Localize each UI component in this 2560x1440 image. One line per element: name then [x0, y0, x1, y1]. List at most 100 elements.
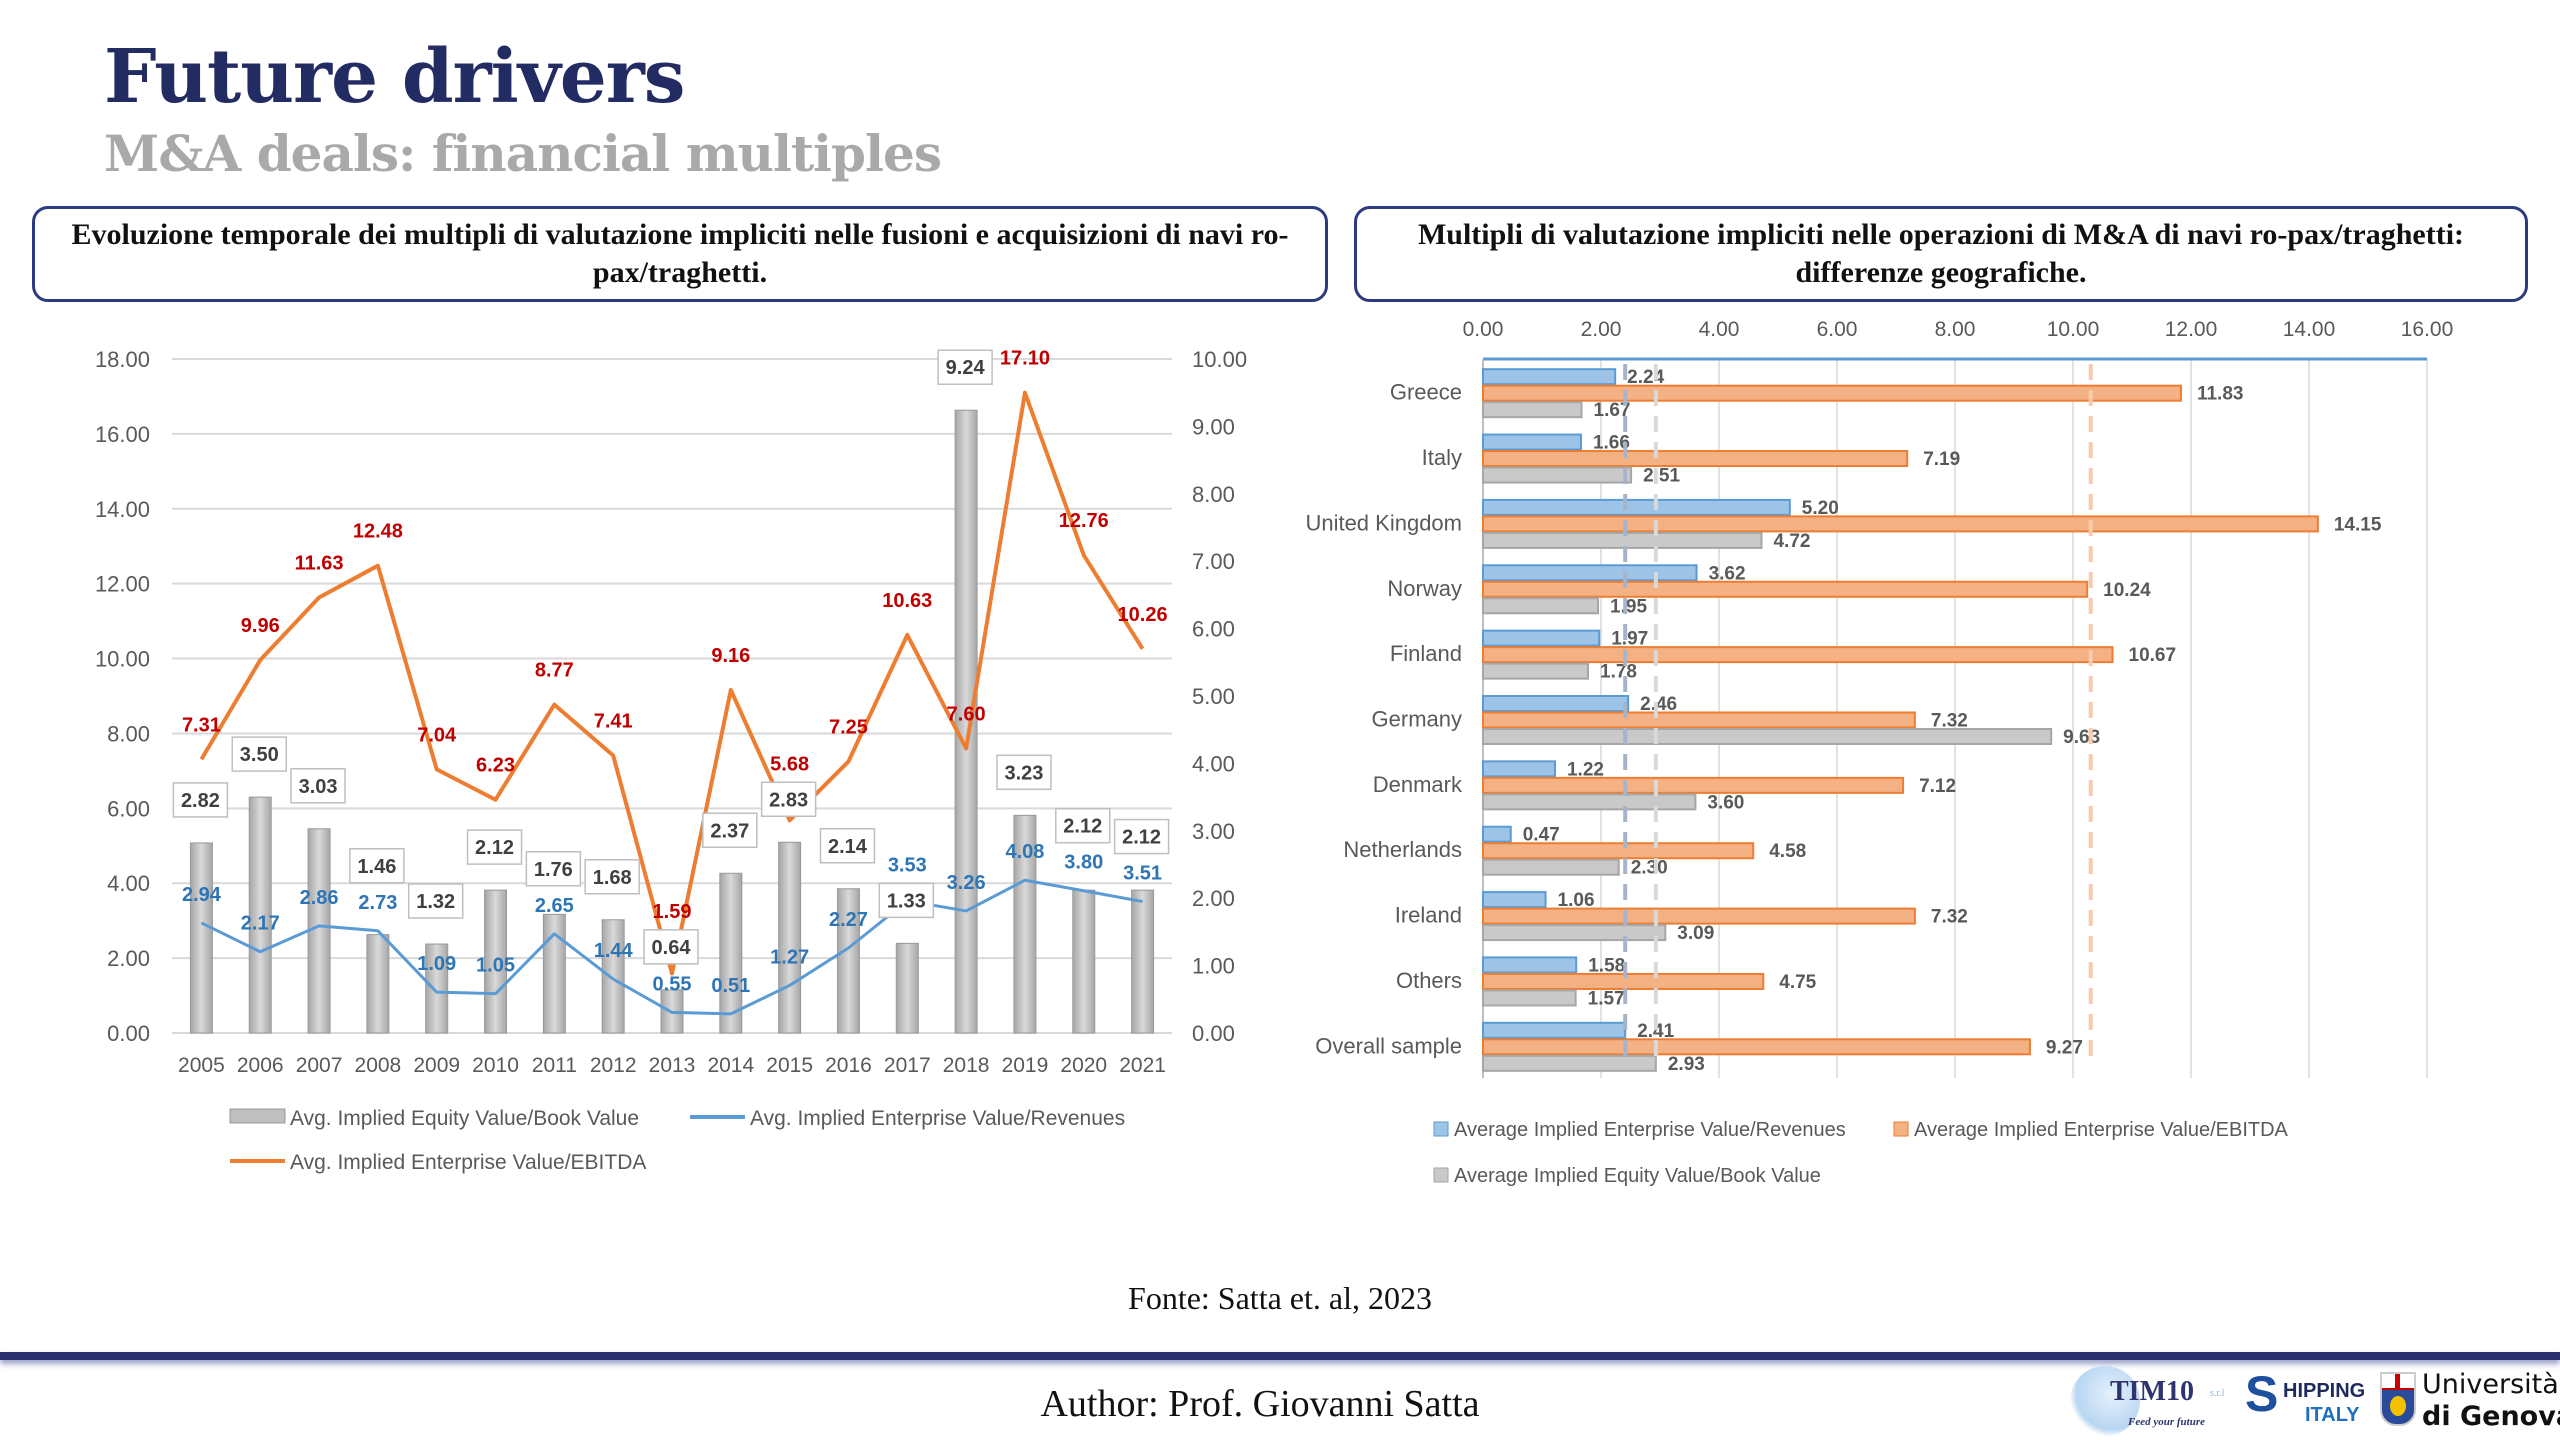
bar-equity-book	[542, 913, 566, 1034]
right-axis-tick: 6.00	[1192, 617, 1235, 642]
bar-equity-book	[954, 409, 978, 1034]
category-label: Denmark	[1373, 772, 1463, 797]
legend-label: Average Implied Enterprise Value/EBITDA	[1914, 1119, 2289, 1141]
data-label-ev-ebitda: 12.76	[1059, 510, 1109, 532]
unige-logo-line2: di Genova	[2422, 1401, 2560, 1432]
data-label-ev-revenues: 2.86	[300, 887, 339, 909]
data-label-callout	[584, 859, 640, 895]
left-axis-tick: 2.00	[107, 946, 150, 971]
data-label: 0.47	[1523, 825, 1560, 846]
x-axis-tick: 2010	[472, 1054, 519, 1077]
data-label-equity-book: 3.50	[240, 744, 279, 766]
data-label-ev-revenues: 2.94	[182, 884, 222, 906]
data-label-ev-ebitda: 5.68	[770, 753, 809, 775]
data-label-ev-ebitda: 7.04	[417, 724, 457, 746]
data-label-callout	[1113, 818, 1170, 855]
bar-equity-book	[1072, 889, 1096, 1034]
data-label: 10.24	[2103, 580, 2151, 601]
bar-equity-book	[1482, 597, 1600, 615]
unige-logo-line1: Università	[2422, 1369, 2559, 1400]
left-chart-title-box: Evoluzione temporale dei multipli di val…	[32, 206, 1328, 302]
data-label-callout	[760, 781, 817, 818]
x-axis-tick: 16.00	[2401, 318, 2454, 341]
data-label: 1.78	[1600, 662, 1637, 683]
data-label-ev-revenues: 2.73	[358, 892, 397, 914]
bar-ev-ebitda	[1482, 1038, 2031, 1056]
left-axis-tick: 6.00	[107, 796, 150, 821]
x-axis-tick: 2021	[1119, 1054, 1166, 1077]
legend-swatch	[1893, 1121, 1909, 1137]
data-label-equity-book: 3.03	[299, 776, 338, 798]
line-ev-ebitda	[199, 390, 1145, 976]
bar-ev-ebitda	[1482, 842, 1755, 860]
bar-ev-revenues	[1482, 695, 1630, 712]
data-label: 7.12	[1919, 776, 1956, 797]
x-axis-tick: 2018	[943, 1054, 990, 1077]
bar-equity-book	[601, 919, 625, 1034]
left-axis-tick: 18.00	[95, 347, 150, 372]
data-label-ev-revenues: 0.51	[711, 975, 750, 997]
data-label: 14.15	[2334, 514, 2382, 535]
category-label: Italy	[1422, 445, 1462, 470]
x-axis-tick: 2011	[532, 1054, 577, 1077]
data-label: 9.63	[2063, 727, 2100, 748]
bar-equity-book	[1482, 662, 1590, 680]
data-label-ev-revenues: 3.53	[888, 854, 927, 876]
data-label-equity-book: 0.64	[652, 937, 692, 959]
bar-equity-book	[425, 943, 449, 1034]
data-label: 4.58	[1769, 841, 1806, 862]
data-label-ev-ebitda: 6.23	[476, 755, 515, 777]
right-axis-tick: 1.00	[1192, 954, 1235, 979]
x-axis-tick: 2020	[1060, 1054, 1107, 1077]
data-label-ev-ebitda: 9.96	[241, 615, 280, 637]
data-label-ev-revenues: 1.09	[417, 953, 456, 975]
data-label-callout	[702, 812, 758, 849]
x-axis-tick: 2005	[178, 1054, 225, 1077]
left-axis-tick: 12.00	[95, 572, 150, 597]
data-label-equity-book: 2.14	[828, 836, 868, 858]
bar-equity-book	[1482, 989, 1577, 1007]
data-label-ev-revenues: 1.27	[770, 946, 809, 968]
bar-equity-book	[366, 934, 390, 1034]
x-axis-tick: 6.00	[1817, 318, 1858, 341]
shipping-logo-italy: ITALY	[2305, 1404, 2360, 1426]
bar-equity-book	[1131, 889, 1155, 1034]
bar-ev-ebitda	[1482, 972, 1765, 990]
left-axis-tick: 0.00	[107, 1021, 150, 1046]
x-axis-tick: 14.00	[2283, 318, 2336, 341]
x-axis-tick: 2012	[590, 1054, 637, 1077]
bar-ev-revenues	[1482, 433, 1582, 451]
geographic-bar-chart: 0.00 2.00 4.00 6.00 8.00 10.00 12.00 14.00 16.00…	[1305, 318, 2454, 1187]
x-axis-tick: 10.00	[2047, 318, 2100, 341]
bar-ev-revenues	[1482, 956, 1578, 974]
category-label: Finland	[1390, 641, 1462, 666]
right-axis-tick: 0.00	[1192, 1021, 1235, 1046]
data-label: 3.60	[1707, 792, 1744, 813]
data-label: 1.67	[1594, 400, 1631, 421]
data-label: 1.22	[1567, 759, 1604, 780]
bar-equity-book	[1482, 858, 1620, 876]
legend-label: Avg. Implied Enterprise Value/EBITDA	[290, 1151, 646, 1174]
right-axis-tick: 5.00	[1192, 684, 1235, 709]
data-label-equity-book: 1.68	[593, 867, 632, 889]
data-label: 9.27	[2046, 1037, 2083, 1058]
bar-ev-ebitda	[1482, 646, 2114, 664]
line-ev-revenues	[200, 878, 1143, 1016]
data-label-callout	[172, 782, 229, 818]
category-label: United Kingdom	[1305, 510, 1462, 535]
bar-ev-revenues	[1482, 498, 1791, 516]
x-axis-tick: 2009	[413, 1054, 460, 1077]
bar-equity-book	[895, 942, 919, 1034]
data-label: 1.58	[1588, 955, 1625, 976]
data-label: 1.97	[1611, 629, 1648, 650]
data-label-ev-revenues: 0.55	[653, 973, 692, 995]
x-axis-tick: 0.00	[1463, 318, 1504, 341]
tim10-tagline: Feed your future	[2128, 1416, 2205, 1428]
bar-ev-revenues	[1482, 368, 1617, 386]
data-label-ev-revenues: 4.08	[1005, 841, 1044, 863]
bar-equity-book	[1482, 466, 1633, 484]
data-label-ev-revenues: 3.26	[947, 872, 986, 894]
data-label: 3.09	[1677, 923, 1714, 944]
x-axis-tick: 2.00	[1581, 318, 1622, 341]
x-axis-tick: 2016	[825, 1054, 872, 1077]
